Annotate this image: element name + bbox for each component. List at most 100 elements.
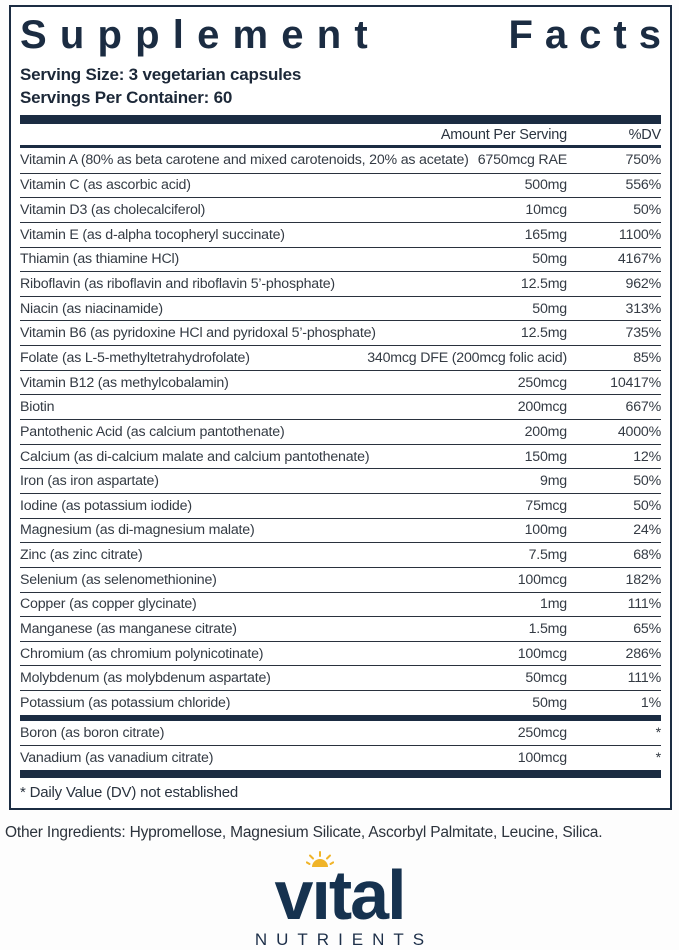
column-headers: Amount Per Serving %DV — [20, 124, 661, 145]
table-row: Copper (as copper glycinate) 1mg 111% — [20, 591, 662, 617]
vital-nutrients-logo: v ıtal NUTRIENTS — [0, 851, 679, 950]
table-row: Vanadium (as vanadium citrate) 100mcg * — [20, 745, 661, 770]
nutrient-amount: 200mg — [524, 423, 568, 440]
nutrient-dv: * — [655, 750, 662, 767]
table-row: Pantothenic Acid (as calcium pantothenat… — [20, 419, 661, 444]
nutrient-name: Molybdenum (as molybdenum aspartate) — [20, 670, 271, 687]
nutrient-dv: 750% — [625, 152, 662, 169]
nutrient-name: Pantothenic Acid (as calcium pantothenat… — [20, 423, 285, 440]
table-row: Potassium (as potassium chloride) 50mg 1… — [20, 690, 661, 715]
nutrient-name: Biotin — [20, 399, 55, 416]
column-dv: %DV — [628, 126, 662, 143]
nutrient-name: Vitamin B12 (as methylcobalamin) — [20, 374, 229, 391]
nutrient-dv: 12% — [633, 448, 661, 465]
nutrient-name: Boron (as boron citrate) — [20, 725, 165, 742]
nutrient-amount: 12.5mg — [520, 276, 567, 293]
nutrient-amount: 150mg — [524, 448, 568, 465]
nutrient-dv: 4167% — [617, 251, 661, 268]
nutrient-amount: 100mcg — [517, 571, 567, 588]
divider-after-extra-rows — [20, 770, 661, 779]
dv-footnote: * Daily Value (DV) not established — [20, 784, 239, 802]
nutrient-name: Iodine (as potassium iodide) — [20, 497, 192, 514]
nutrient-name: Vanadium (as vanadium citrate) — [20, 750, 214, 767]
table-row: Iodine (as potassium iodide) 75mcg 50% — [20, 492, 661, 518]
nutrient-amount: 50mg — [532, 300, 567, 317]
nutrient-name: Riboflavin (as riboflavin and riboflavin… — [20, 276, 335, 293]
nutrient-amount: 340mcg DFE (200mcg folic acid) — [367, 349, 567, 366]
nutrient-name: Manganese (as manganese citrate) — [20, 620, 237, 637]
nutrient-dv: 286% — [625, 645, 662, 662]
nutrient-name: Thiamin (as thiamine HCl) — [20, 251, 179, 268]
panel-title: Supplement Facts — [20, 7, 661, 57]
supplement-facts-panel: Supplement Facts Serving Size: 3 vegetar… — [9, 5, 672, 811]
nutrient-amount: 250mcg — [517, 374, 567, 391]
logo-brand-post: tal — [328, 856, 407, 935]
nutrient-amount: 75mcg — [525, 497, 567, 514]
nutrient-dv: 85% — [633, 349, 661, 366]
table-row: Thiamin (as thiamine HCl) 50mg 4167% — [20, 246, 661, 272]
nutrient-amount: 7.5mg — [528, 547, 568, 564]
nutrient-name: Magnesium (as di-magnesium malate) — [20, 522, 255, 539]
table-row: Selenium (as selenomethionine) 100mcg 18… — [20, 566, 661, 592]
table-row: Folate (as L-5-methyltetrahydrofolate) 3… — [20, 345, 661, 370]
nutrient-name: Copper (as copper glycinate) — [20, 596, 197, 613]
nutrient-rows: Vitamin A (80% as beta carotene and mixe… — [20, 148, 661, 715]
nutrient-name: Niacin (as niacinamide) — [20, 300, 163, 317]
servings-per-container: Servings Per Container: 60 — [20, 88, 233, 107]
nutrient-amount: 165mg — [524, 226, 568, 243]
nutrient-amount: 50mg — [532, 694, 567, 711]
nutrient-amount: 100mg — [524, 522, 568, 539]
nutrient-dv: 735% — [625, 325, 662, 342]
nutrient-amount: 50mg — [532, 251, 567, 268]
table-row: Vitamin B6 (as pyridoxine HCl and pyrido… — [20, 320, 661, 345]
divider-thick-top — [20, 115, 661, 124]
title-word-facts: Facts — [508, 13, 673, 57]
nutrient-name: Vitamin A (80% as beta carotene and mixe… — [20, 152, 469, 169]
non-dv-nutrient-rows: Boron (as boron citrate) 250mcg * Vanadi… — [20, 721, 661, 770]
nutrient-dv: 65% — [633, 620, 661, 637]
serving-size: Serving Size: 3 vegetarian capsules — [20, 65, 302, 84]
nutrient-amount: 6750mcg RAE — [477, 152, 567, 169]
table-row: Magnesium (as di-magnesium malate) 100mg… — [20, 517, 661, 543]
divider-after-main-rows — [20, 714, 661, 721]
nutrient-name: Selenium (as selenomethionine) — [20, 571, 217, 588]
nutrient-dv: 10417% — [610, 374, 661, 391]
nutrient-dv: 4000% — [617, 423, 661, 440]
nutrient-amount: 500mg — [524, 177, 568, 194]
nutrient-name: Potassium (as potassium chloride) — [20, 694, 231, 711]
other-ingredients: Other Ingredients: Hypromellose, Magnesi… — [5, 824, 603, 842]
nutrient-name: Vitamin E (as d-alpha tocopheryl succina… — [20, 226, 285, 243]
logo-brand-pre: v — [274, 856, 313, 935]
nutrient-name: Vitamin D3 (as cholecalciferol) — [20, 202, 206, 219]
table-row: Chromium (as chromium polynicotinate) 10… — [20, 640, 662, 666]
nutrient-name: Vitamin B6 (as pyridoxine HCl and pyrido… — [20, 325, 376, 342]
nutrient-name: Calcium (as di-calcium malate and calciu… — [20, 448, 370, 465]
nutrient-dv: 667% — [625, 399, 662, 416]
sun-icon — [306, 851, 335, 868]
title-word-supplement: Supplement — [20, 13, 381, 57]
nutrient-amount: 100mcg — [517, 645, 567, 662]
nutrient-amount: 50mcg — [525, 670, 567, 687]
nutrient-name: Zinc (as zinc citrate) — [20, 547, 143, 564]
nutrient-dv: 24% — [633, 522, 661, 539]
nutrient-amount: 100mcg — [517, 750, 567, 767]
nutrient-amount: 250mcg — [517, 725, 567, 742]
table-row: Vitamin A (80% as beta carotene and mixe… — [20, 148, 661, 173]
nutrient-amount: 12.5mg — [520, 325, 567, 342]
logo-brand-text: v ıtal — [274, 851, 407, 930]
table-row: Molybdenum (as molybdenum aspartate) 50m… — [20, 665, 661, 690]
nutrient-dv: 111% — [627, 596, 662, 613]
nutrient-dv: 962% — [625, 276, 662, 293]
table-row: Vitamin C (as ascorbic acid) 500mg 556% — [20, 172, 661, 198]
nutrient-dv: 111% — [627, 670, 662, 687]
table-row: Boron (as boron citrate) 250mcg * — [20, 721, 661, 746]
divider-under-headers — [20, 145, 661, 148]
table-row: Vitamin B12 (as methylcobalamin) 250mcg … — [20, 369, 661, 395]
nutrient-amount: 1.5mg — [528, 620, 568, 637]
nutrient-dv: 1100% — [618, 226, 661, 243]
table-row: Iron (as iron aspartate) 9mg 50% — [20, 468, 661, 493]
nutrient-amount: 1mg — [540, 596, 567, 613]
nutrient-dv: * — [655, 725, 662, 742]
table-row: Vitamin D3 (as cholecalciferol) 10mcg 50… — [20, 197, 661, 222]
nutrient-amount: 200mcg — [517, 399, 567, 416]
